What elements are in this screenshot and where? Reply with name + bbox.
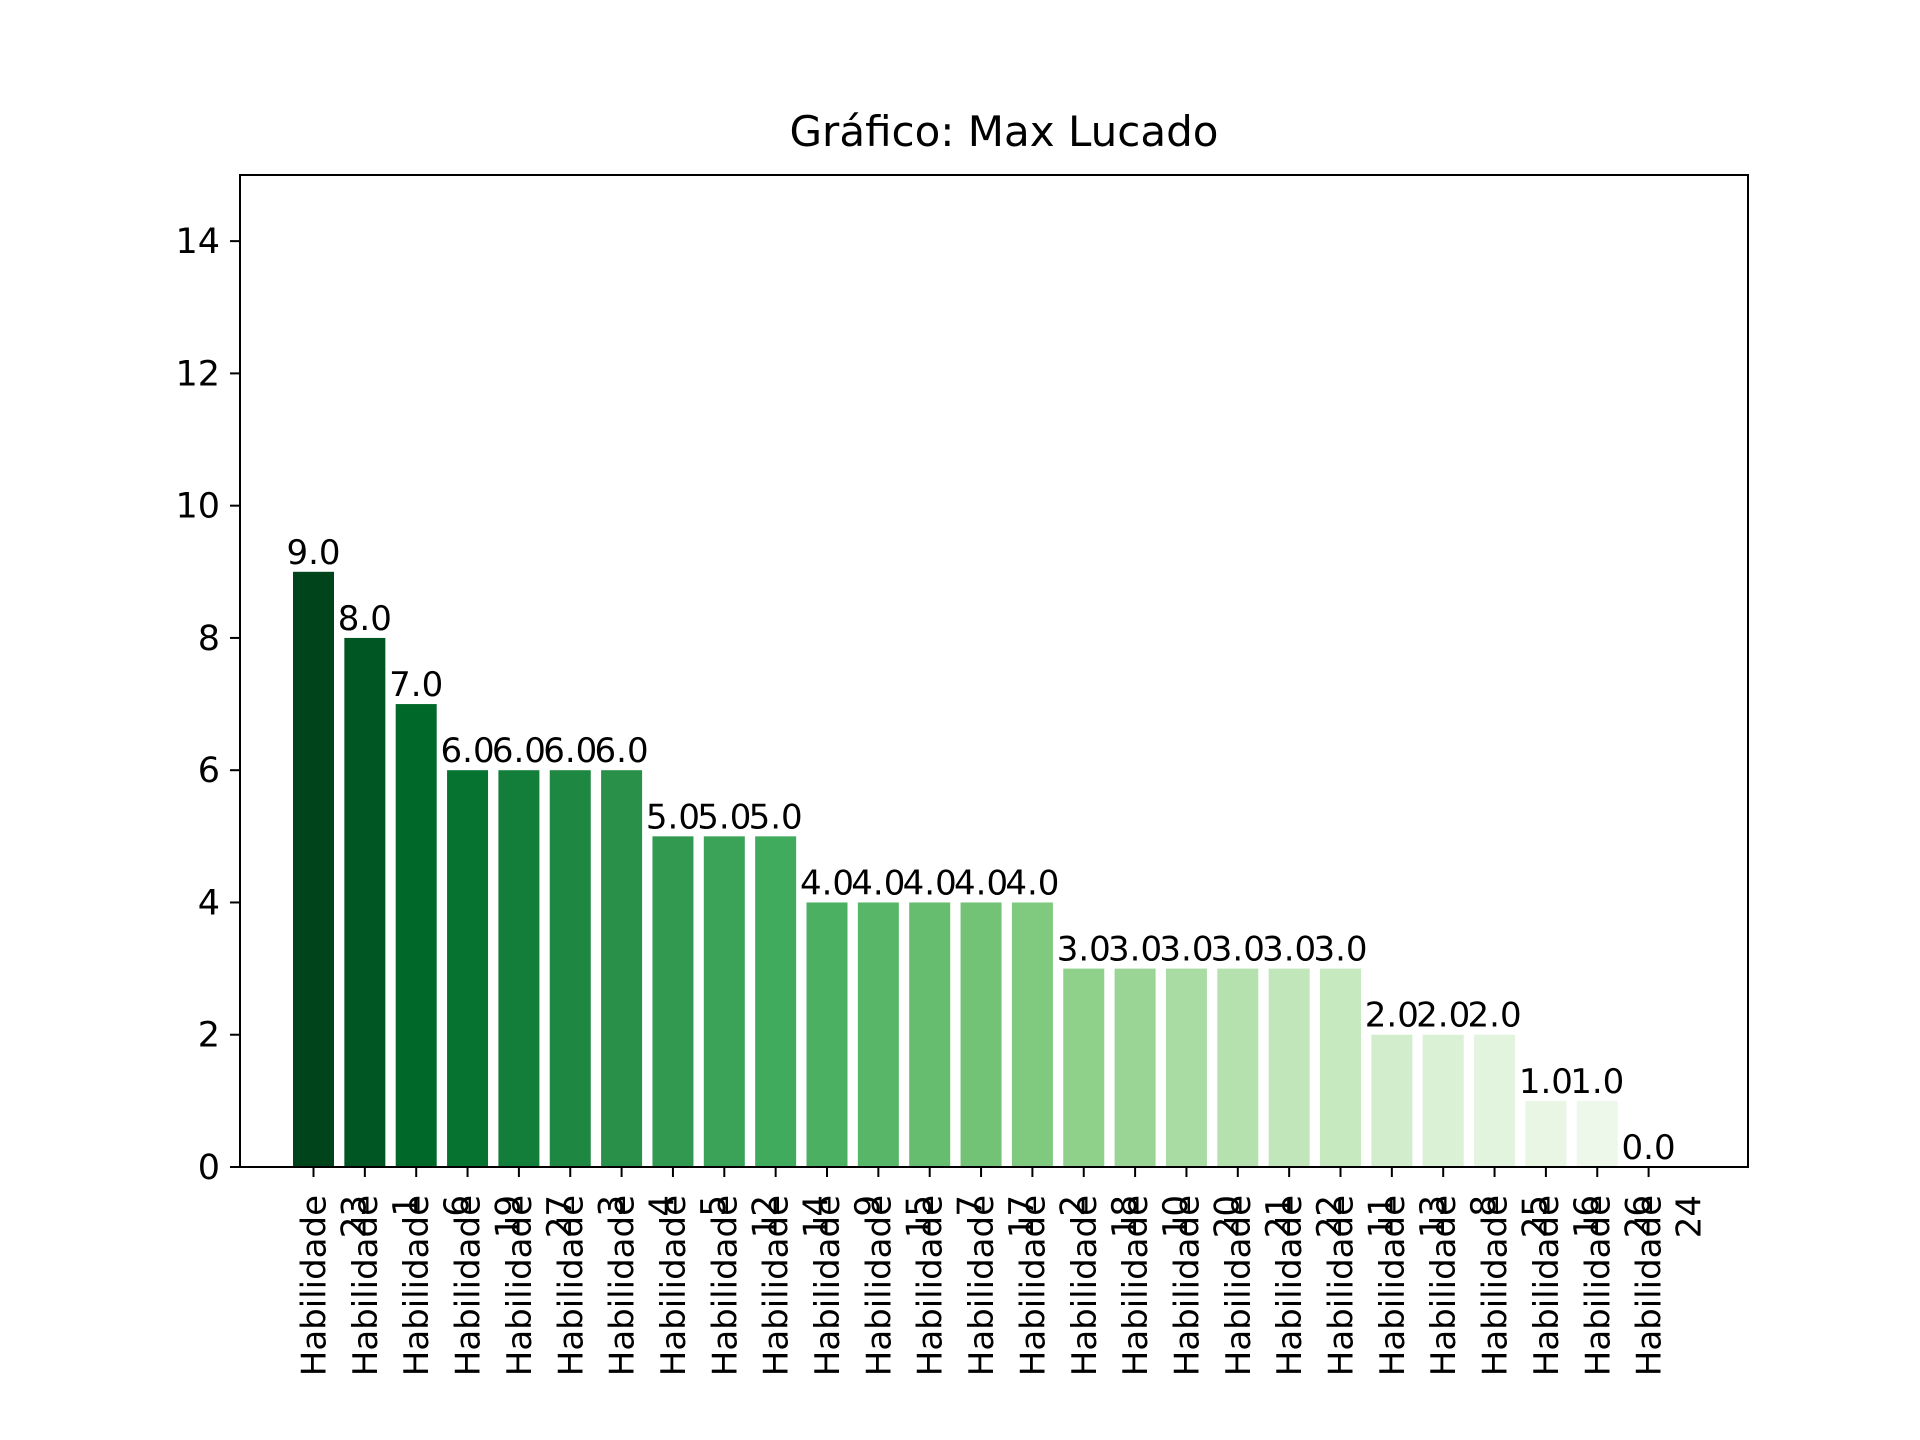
bar-value-label: 3.0 — [1211, 930, 1265, 970]
x-tick-label: Habilidade10 — [1116, 1195, 1196, 1376]
x-tick-label: Habilidade21 — [1219, 1195, 1299, 1376]
bar-8 — [652, 836, 694, 1167]
bar-20 — [1268, 968, 1310, 1167]
bar-value-label: 4.0 — [954, 863, 1008, 903]
bar-13 — [909, 902, 951, 1167]
bar-9 — [703, 836, 745, 1167]
bar-value-label: 2.0 — [1468, 996, 1522, 1036]
bar-1 — [293, 571, 334, 1167]
bar-value-label: 5.0 — [646, 797, 700, 837]
bar-25 — [1525, 1100, 1567, 1167]
x-tick-label: Habilidade14 — [757, 1195, 837, 1376]
bar-value-label: 3.0 — [1159, 930, 1213, 970]
bar-17 — [1114, 968, 1156, 1167]
x-tick-label: Habilidade25 — [1476, 1195, 1556, 1376]
bar-value-label: 8.0 — [338, 599, 392, 639]
x-tick-label: Habilidade2 — [1013, 1195, 1093, 1376]
x-tick-label: Habilidade22 — [1270, 1195, 1350, 1376]
bar-21 — [1320, 968, 1361, 1167]
y-axis: 0 2 4 6 8 10 12 14 — [175, 222, 240, 1188]
bar-11 — [806, 902, 848, 1167]
x-tick-label: Habilidade19 — [449, 1195, 529, 1376]
bar-value-label: 5.0 — [749, 797, 803, 837]
bar-value-label: 3.0 — [1108, 930, 1162, 970]
x-tick-label: Habilidade12 — [705, 1195, 785, 1376]
x-tick-label: Habilidade17 — [962, 1195, 1042, 1376]
y-tick-label: 8 — [198, 619, 220, 659]
y-tick-label: 0 — [198, 1148, 220, 1188]
bar-value-label: 1.0 — [1519, 1062, 1573, 1102]
bar-15 — [1011, 902, 1053, 1167]
x-tick-label: Habilidade4 — [603, 1195, 683, 1376]
bar-value-label: 6.0 — [595, 731, 649, 771]
y-tick-label: 14 — [175, 222, 220, 262]
bar-2 — [344, 637, 386, 1167]
bar-6 — [549, 770, 591, 1167]
bar-value-label: 0.0 — [1622, 1128, 1676, 1168]
bar-24 — [1474, 1034, 1516, 1167]
bar-5 — [498, 770, 540, 1167]
bar-16 — [1063, 968, 1105, 1167]
bar-value-label: 3.0 — [1057, 930, 1111, 970]
bar-value-label: 4.0 — [903, 863, 957, 903]
x-tick-label: Habilidade13 — [1373, 1195, 1453, 1376]
bar-7 — [601, 770, 643, 1167]
bar-value-label: 1.0 — [1570, 1062, 1624, 1102]
x-tick-label: Habilidade20 — [1167, 1195, 1247, 1376]
x-tick-label: Habilidade7 — [911, 1195, 991, 1376]
bar-value-label: 6.0 — [441, 731, 495, 771]
plot-frame — [239, 174, 1749, 1168]
x-tick-label: Habilidade3 — [551, 1195, 631, 1376]
bar-value-label: 3.0 — [1313, 930, 1367, 970]
x-tick-label: Habilidade15 — [859, 1195, 939, 1376]
bar-value-labels-group: 9.08.07.06.06.06.06.05.05.05.04.04.04.04… — [286, 533, 1675, 1168]
y-tick-label: 10 — [175, 487, 220, 527]
bar-23 — [1422, 1034, 1464, 1167]
bars-group — [293, 571, 1618, 1167]
x-tick-label: Habilidade26 — [1578, 1195, 1658, 1376]
bar-10 — [755, 836, 797, 1167]
bar-value-label: 4.0 — [800, 863, 854, 903]
bar-value-label: 6.0 — [492, 731, 546, 771]
x-tick-label: Habilidade9 — [808, 1195, 888, 1376]
bar-value-label: 3.0 — [1262, 930, 1316, 970]
x-tick-label: Habilidade18 — [1065, 1195, 1145, 1376]
x-tick-label: Habilidade8 — [1424, 1195, 1504, 1376]
y-tick-label: 6 — [198, 751, 220, 791]
bar-value-label: 2.0 — [1416, 996, 1470, 1036]
bar-value-label: 2.0 — [1365, 996, 1419, 1036]
y-tick-label: 12 — [175, 354, 220, 394]
bar-4 — [447, 770, 489, 1167]
bar-value-label: 6.0 — [543, 731, 597, 771]
bar-value-label: 4.0 — [1005, 863, 1059, 903]
x-tick-label: Habilidade27 — [500, 1195, 580, 1376]
bar-18 — [1165, 968, 1207, 1167]
x-tick-label: Habilidade16 — [1527, 1195, 1607, 1376]
x-axis: Habilidade23Habilidade1Habilidade6Habili… — [295, 1167, 1710, 1376]
bar-3 — [395, 704, 437, 1167]
bar-value-label: 9.0 — [286, 533, 340, 573]
chart-title: Gráfico: Max Lucado — [790, 107, 1219, 156]
bar-14 — [960, 902, 1002, 1167]
bar-value-label: 4.0 — [851, 863, 905, 903]
bar-19 — [1217, 968, 1259, 1167]
x-tick-label: Habilidade24 — [1630, 1195, 1710, 1376]
x-tick-label: Habilidade6 — [397, 1195, 477, 1376]
bar-12 — [857, 902, 899, 1167]
y-tick-label: 4 — [198, 883, 220, 923]
bar-value-label: 7.0 — [389, 665, 443, 705]
bar-value-label: 5.0 — [697, 797, 751, 837]
bar-26 — [1576, 1100, 1618, 1167]
y-tick-label: 2 — [198, 1016, 220, 1056]
x-tick-label: Habilidade1 — [346, 1195, 426, 1376]
x-tick-label: Habilidade5 — [654, 1195, 734, 1376]
x-tick-label: Habilidade23 — [295, 1195, 375, 1376]
bar-22 — [1371, 1034, 1413, 1167]
x-tick-label: Habilidade11 — [1322, 1195, 1402, 1376]
